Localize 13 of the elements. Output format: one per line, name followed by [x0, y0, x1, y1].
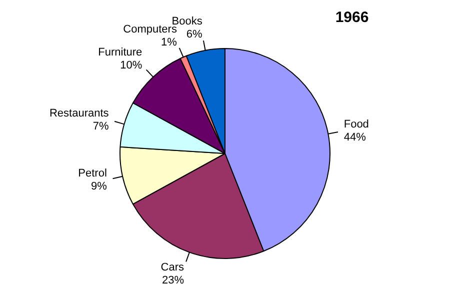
data-label: 6%	[186, 28, 203, 41]
data-label: 9%	[91, 180, 108, 192]
slice-label: Furniture	[98, 46, 142, 58]
slice-label: Restaurants	[49, 107, 110, 120]
slice-label: Petrol	[78, 167, 107, 180]
slice-label: Food	[344, 118, 369, 130]
data-label: 44%	[344, 131, 366, 144]
chart-title: 1966	[335, 9, 369, 26]
data-label: 10%	[120, 59, 142, 72]
data-label: 1%	[161, 36, 178, 48]
slice-label: Cars	[160, 261, 185, 274]
data-label: 7%	[92, 120, 110, 132]
data-label: 23%	[162, 274, 184, 286]
